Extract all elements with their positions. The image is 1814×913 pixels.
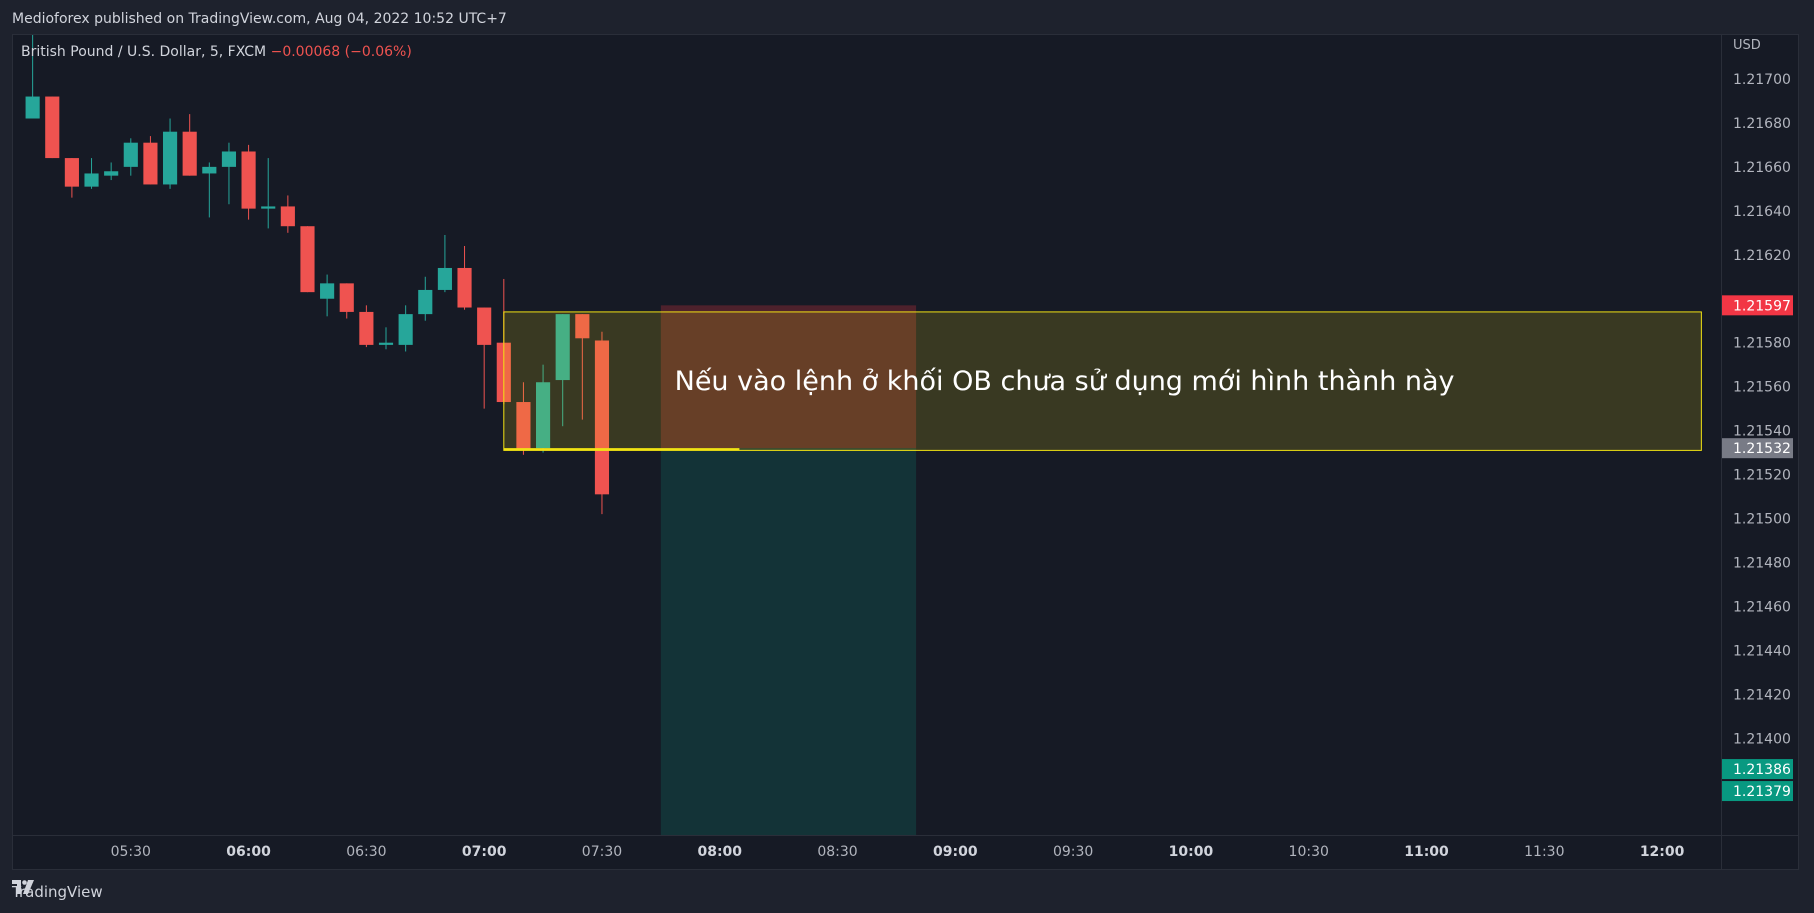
candle-body-29 bbox=[594, 340, 610, 495]
candle-body-23 bbox=[477, 307, 492, 345]
y-tick-11: 1.21460 bbox=[1733, 599, 1791, 615]
x-tick-11: 11:00 bbox=[1404, 844, 1449, 860]
y-tick-7: 1.21540 bbox=[1733, 424, 1791, 440]
candle-body-3 bbox=[84, 173, 99, 187]
x-tick-8: 09:30 bbox=[1053, 844, 1093, 860]
candle-body-17 bbox=[359, 311, 374, 345]
y-tick-5: 1.21580 bbox=[1733, 336, 1791, 352]
candle-body-18 bbox=[378, 342, 394, 345]
x-tick-2: 06:30 bbox=[346, 844, 386, 860]
y-tick-0: 1.21700 bbox=[1733, 72, 1791, 88]
candle-body-16 bbox=[339, 283, 354, 312]
chart-area[interactable]: Nếu vào lệnh ở khối OB chưa sử dụng mới … bbox=[12, 34, 1799, 870]
candle-body-19 bbox=[398, 314, 413, 345]
candle-body-27 bbox=[555, 314, 570, 381]
candlestick-chart[interactable]: Nếu vào lệnh ở khối OB chưa sử dụng mới … bbox=[13, 35, 1798, 869]
price-label-box-2 bbox=[1722, 759, 1793, 780]
currency-label: USD bbox=[1733, 38, 1761, 53]
y-tick-9: 1.21500 bbox=[1733, 512, 1791, 528]
price-label-2: 1.21386 bbox=[1733, 762, 1791, 778]
x-tick-1: 06:00 bbox=[226, 844, 271, 860]
y-tick-14: 1.21400 bbox=[1733, 731, 1791, 747]
y-tick-2: 1.21660 bbox=[1733, 160, 1791, 176]
tradingview-brand[interactable]: TradingView bbox=[12, 880, 103, 904]
x-tick-7: 09:00 bbox=[933, 844, 978, 860]
price-label-0: 1.21597 bbox=[1733, 298, 1791, 314]
candle-body-11 bbox=[241, 151, 256, 209]
y-tick-12: 1.21440 bbox=[1733, 643, 1791, 659]
x-tick-10: 10:30 bbox=[1289, 844, 1329, 860]
candle-body-22 bbox=[457, 267, 472, 308]
publisher-line: Medioforex published on TradingView.com,… bbox=[12, 11, 507, 27]
price-label-1: 1.21532 bbox=[1733, 441, 1791, 457]
symbol-header: British Pound / U.S. Dollar, 5, FXCM −0.… bbox=[21, 44, 412, 60]
candle-body-12 bbox=[261, 206, 276, 209]
candle-body-1 bbox=[45, 96, 60, 159]
y-tick-4: 1.21620 bbox=[1733, 248, 1791, 264]
brand-name: TradingView bbox=[12, 883, 103, 901]
candle-body-8 bbox=[182, 131, 197, 176]
tradingview-logo-icon bbox=[12, 880, 34, 894]
candle-body-0 bbox=[25, 96, 40, 119]
candle-body-13 bbox=[280, 206, 295, 227]
y-tick-8: 1.21520 bbox=[1733, 468, 1791, 484]
candle-body-26 bbox=[536, 382, 551, 449]
candle-body-4 bbox=[104, 171, 119, 176]
y-tick-3: 1.21640 bbox=[1733, 204, 1791, 220]
candle-body-14 bbox=[300, 226, 315, 293]
x-tick-4: 07:30 bbox=[582, 844, 622, 860]
ob-zone bbox=[503, 311, 1702, 451]
candle-body-6 bbox=[143, 142, 158, 185]
x-tick-13: 12:00 bbox=[1640, 844, 1685, 860]
ob-zone-label: Nếu vào lệnh ở khối OB chưa sử dụng mới … bbox=[675, 366, 1455, 397]
candle-body-5 bbox=[123, 142, 138, 167]
x-tick-5: 08:00 bbox=[697, 844, 742, 860]
price-label-box-1 bbox=[1722, 438, 1793, 459]
candle-body-25 bbox=[516, 402, 531, 451]
symbol-title: British Pound / U.S. Dollar, 5, FXCM bbox=[21, 44, 271, 60]
candle-body-10 bbox=[221, 151, 237, 167]
x-tick-9: 10:00 bbox=[1169, 844, 1214, 860]
plot-background bbox=[13, 35, 1721, 835]
y-tick-1: 1.21680 bbox=[1733, 116, 1791, 132]
candle-body-20 bbox=[418, 289, 433, 315]
x-tick-3: 07:00 bbox=[462, 844, 507, 860]
position-target-zone bbox=[660, 448, 917, 835]
price-change: −0.00068 (−0.06%) bbox=[271, 44, 412, 60]
candle-body-2 bbox=[64, 158, 79, 187]
x-tick-6: 08:30 bbox=[817, 844, 857, 860]
y-tick-6: 1.21560 bbox=[1733, 380, 1791, 396]
x-tick-0: 05:30 bbox=[111, 844, 151, 860]
y-tick-13: 1.21420 bbox=[1733, 687, 1791, 703]
position-stop-zone bbox=[660, 305, 917, 449]
price-label-box-3 bbox=[1722, 781, 1793, 802]
candle-body-28 bbox=[575, 314, 590, 339]
candle-body-9 bbox=[202, 166, 217, 174]
price-label-box-0 bbox=[1722, 295, 1793, 316]
candle-body-7 bbox=[162, 131, 178, 185]
x-tick-12: 11:30 bbox=[1524, 844, 1564, 860]
candle-body-21 bbox=[437, 267, 452, 290]
y-tick-10: 1.21480 bbox=[1733, 555, 1791, 571]
price-label-3: 1.21379 bbox=[1733, 784, 1791, 800]
candle-body-15 bbox=[320, 283, 335, 299]
